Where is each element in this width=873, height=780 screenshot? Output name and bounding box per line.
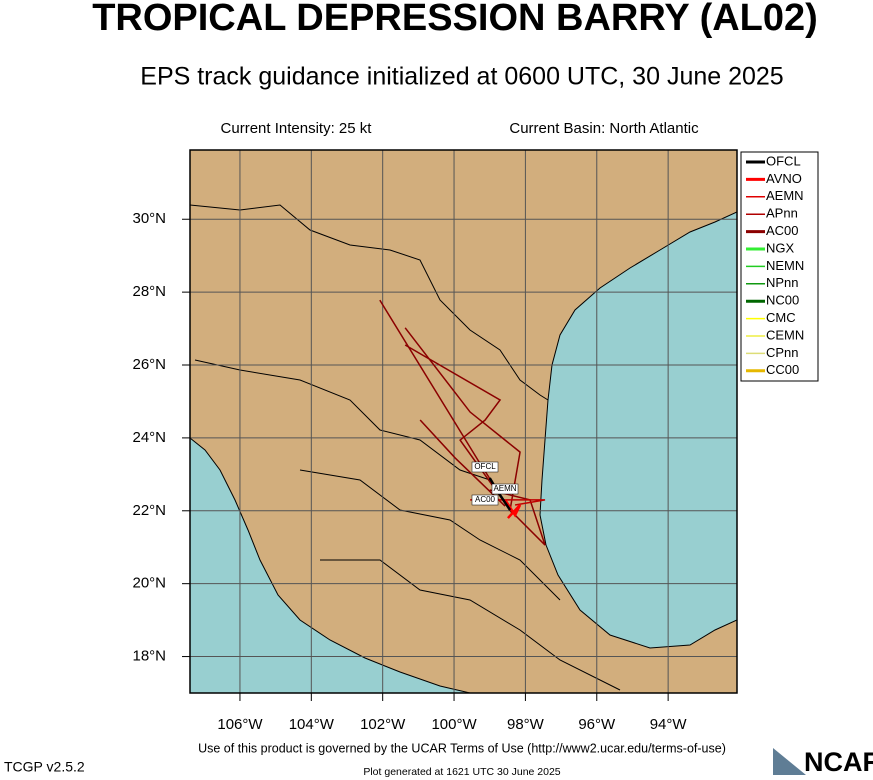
version: TCGP v2.5.2 [4,759,85,775]
map [190,150,737,693]
track [419,419,506,507]
track-label-box [471,461,499,473]
terms: Use of this product is governed by the U… [198,741,726,755]
border [190,204,549,401]
y-tick-label: 26°N [132,356,166,373]
legend-label: CEMN [766,327,804,342]
x-tick-label: 98°W [507,716,545,733]
track-label: AC00 [475,495,496,504]
legend-label: AVNO [766,171,802,186]
legend-label: OFCL [766,153,801,168]
legend-label: NC00 [766,293,799,308]
track [489,489,546,546]
x-tick-label: 106°W [217,716,263,733]
subtitle: EPS track guidance initialized at 0600 U… [140,63,783,91]
pacific-ocean [190,437,471,693]
legend-label: NPnn [766,275,799,290]
border [299,469,561,601]
x-tick-label: 104°W [289,716,335,733]
legend-label: CPnn [766,345,799,360]
legend-label: AC00 [766,223,799,238]
map-frame [189,149,738,694]
legend-label: AEMN [766,188,804,203]
logo: NCAR [773,747,873,777]
x-tick-label: 100°W [431,716,477,733]
border [320,559,621,691]
logo-text: NCAR [804,747,873,777]
track-label-box [491,483,519,495]
track-label: AEMN [493,484,516,493]
logo-mark [773,748,806,775]
track-label-box [471,494,499,506]
legend-label: CMC [766,310,796,325]
y-tick-label: 28°N [132,283,166,300]
y-tick-label: 20°N [132,575,166,592]
legend-label: NEMN [766,258,804,273]
track [504,499,522,519]
y-tick-label: 30°N [132,210,166,227]
legend-label: APnn [766,206,798,221]
x-tick-label: 94°W [650,716,688,733]
x-tick-label: 102°W [360,716,406,733]
title: TROPICAL DEPRESSION BARRY (AL02) [92,0,818,39]
legend-label: NGX [766,240,795,255]
y-tick-label: 18°N [132,648,166,665]
border [194,359,491,481]
generated: Plot generated at 1621 UTC 30 June 2025 [363,766,560,778]
track-label: OFCL [474,462,496,471]
legend: OFCL AVNO AEMN APnn AC00 NGX NEMN NPnn NC00 CMC CE… [740,151,819,382]
y-tick-label: 24°N [132,429,166,446]
gulf-of-mexico [539,150,737,649]
basin: Current Basin: North Atlantic [509,120,699,137]
legend-label: CC00 [766,362,799,377]
x-tick-label: 96°W [578,716,616,733]
track [404,327,521,511]
intensity: Current Intensity: 25 kt [221,120,373,137]
y-tick-label: 22°N [132,502,166,519]
